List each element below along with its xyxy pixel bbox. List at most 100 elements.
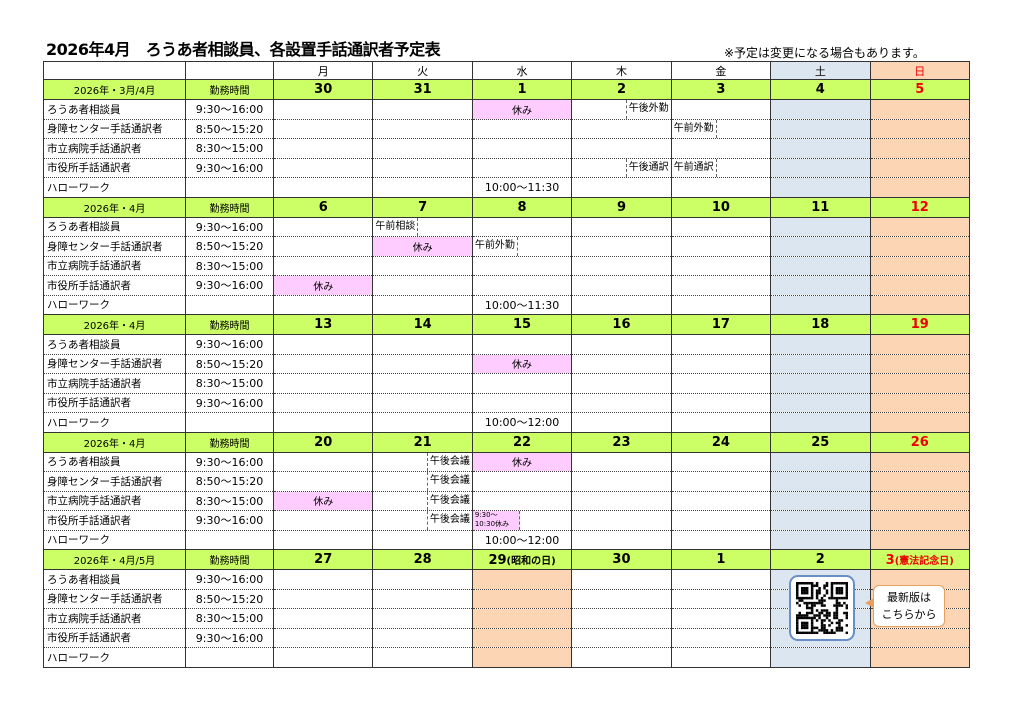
day-number-cell: 28: [372, 549, 473, 570]
day-number-cell: 7: [372, 196, 473, 218]
page-title: 2026年4月 ろうあ者相談員、各設置手話通訳者予定表: [46, 40, 441, 59]
day-number: 2: [616, 82, 626, 97]
hellowork-time: 10:00〜12:00: [471, 412, 573, 433]
hellowork-time: 10:00〜11:30: [471, 295, 573, 315]
day-number: 14: [413, 317, 432, 332]
schedule-cell: [272, 334, 374, 355]
staff-row: 身障センター手話通訳者 8:50〜15:20 休み: [43, 354, 971, 374]
schedule-cell: [372, 412, 473, 433]
work-hours: 8:30〜15:00: [185, 608, 274, 629]
schedule-cell: [372, 334, 473, 355]
schedule-cell: [471, 491, 573, 511]
schedule-cell: [670, 491, 772, 511]
work-hours: 8:30〜15:00: [185, 256, 274, 276]
staff-name: 身障センター手話通訳者: [43, 471, 186, 492]
schedule-cell: [372, 393, 473, 413]
staff-name: 市立病院手話通訳者: [43, 491, 186, 511]
day-number: 31: [413, 82, 432, 97]
schedule-cell: [670, 217, 772, 237]
schedule-cell: [471, 589, 573, 609]
work-hours: 9:30〜16:00: [185, 217, 274, 237]
schedule-cell: [770, 177, 871, 198]
day-number-cell: 22: [471, 431, 573, 453]
qr-callout: 最新版は こちらから: [865, 585, 945, 627]
day-number: 18: [811, 317, 830, 332]
staff-row: 市立病院手話通訳者 8:30〜15:00: [43, 373, 971, 394]
staff-row: 市役所手話通訳者 9:30〜16:00: [43, 628, 971, 648]
weekday-header: 金: [670, 61, 772, 80]
schedule-cell: [770, 138, 871, 159]
work-hours: 9:30〜16:00: [185, 569, 274, 590]
work-hours: [185, 177, 274, 198]
schedule-note: 午後会議: [426, 472, 472, 491]
qr-code[interactable]: [789, 575, 855, 641]
day-number: 6: [318, 199, 328, 215]
day-number-cell: 14: [372, 314, 473, 335]
schedule-cell: [670, 295, 772, 315]
schedule-cell: [869, 256, 971, 276]
day-number-cell: 20: [272, 431, 374, 453]
schedule-cell: [571, 295, 672, 315]
schedule-cell: [869, 491, 971, 511]
holiday-name: (昭和の日): [506, 555, 556, 567]
schedule-cell: [471, 138, 573, 159]
schedule-note: 午前通訳: [672, 158, 717, 177]
schedule-table: 月火水木金土日 2026年・3月/4月 勤務時間 30 31 1 2 3 4 5 ろうあ者相談員 9:…: [43, 61, 971, 668]
day-number: 3: [885, 552, 895, 568]
day-number: 1: [517, 82, 527, 97]
day-number: 21: [413, 434, 432, 450]
change-notice: ※予定は変更になる場合もあります。: [724, 46, 925, 60]
schedule-note: 午後会議: [426, 511, 472, 530]
staff-name: 市役所手話通訳者: [43, 510, 186, 531]
staff-name: ハローワーク: [43, 177, 186, 198]
staff-name: 市役所手話通訳者: [43, 158, 186, 178]
schedule-cell: [272, 217, 374, 237]
staff-row: ろうあ者相談員 9:30〜16:00 午前相談: [43, 217, 971, 237]
weekday-header: 月: [272, 61, 374, 80]
day-number: 15: [513, 317, 532, 332]
schedule-cell: [571, 412, 672, 433]
schedule-cell: [770, 236, 871, 257]
schedule-cell: [471, 334, 573, 355]
work-hours: 8:30〜15:00: [185, 373, 274, 394]
day-number: 9: [616, 199, 626, 215]
schedule-cell: [869, 99, 971, 120]
schedule-cell: [670, 99, 772, 120]
schedule-cell: [471, 275, 573, 296]
schedule-cell: [571, 334, 672, 355]
schedule-cell: [372, 256, 473, 276]
work-hours: 8:50〜15:20: [185, 471, 274, 492]
weekday-header: 日: [869, 61, 971, 80]
schedule-cell: [471, 569, 573, 590]
leave-cell: 休み: [372, 236, 473, 257]
schedule-cell: [571, 256, 672, 276]
schedule-cell: [869, 119, 971, 139]
day-number-cell: 13: [272, 314, 374, 335]
time-header: 勤務時間: [185, 196, 274, 218]
work-hours: 9:30〜16:00: [185, 510, 274, 531]
schedule-cell: [272, 158, 374, 178]
schedule-cell: [869, 354, 971, 374]
day-number: 25: [811, 434, 830, 450]
work-hours: 9:30〜16:00: [185, 158, 274, 178]
leave-cell: 休み: [471, 452, 573, 472]
schedule-cell: [670, 608, 772, 629]
schedule-cell: [471, 158, 573, 178]
staff-row: ハローワーク: [43, 647, 971, 668]
leave-cell: 休み: [471, 354, 573, 374]
schedule-cell: [372, 589, 473, 609]
work-hours: 9:30〜16:00: [185, 275, 274, 296]
schedule-cell: 午後通訳: [571, 158, 672, 178]
schedule-cell: [571, 217, 672, 237]
schedule-cell: [770, 295, 871, 315]
schedule-cell: [372, 119, 473, 139]
day-number-cell: 10: [670, 196, 772, 218]
week-header-row: 2026年・3月/4月 勤務時間 30 31 1 2 3 4 5: [43, 79, 971, 100]
schedule-cell: 午前外勤: [670, 119, 772, 139]
schedule-cell: [571, 452, 672, 472]
day-number-cell: 25: [770, 431, 871, 453]
schedule-cell: [670, 589, 772, 609]
day-number-cell: 27: [272, 549, 374, 570]
schedule-cell: [571, 628, 672, 648]
schedule-cell: [272, 589, 374, 609]
